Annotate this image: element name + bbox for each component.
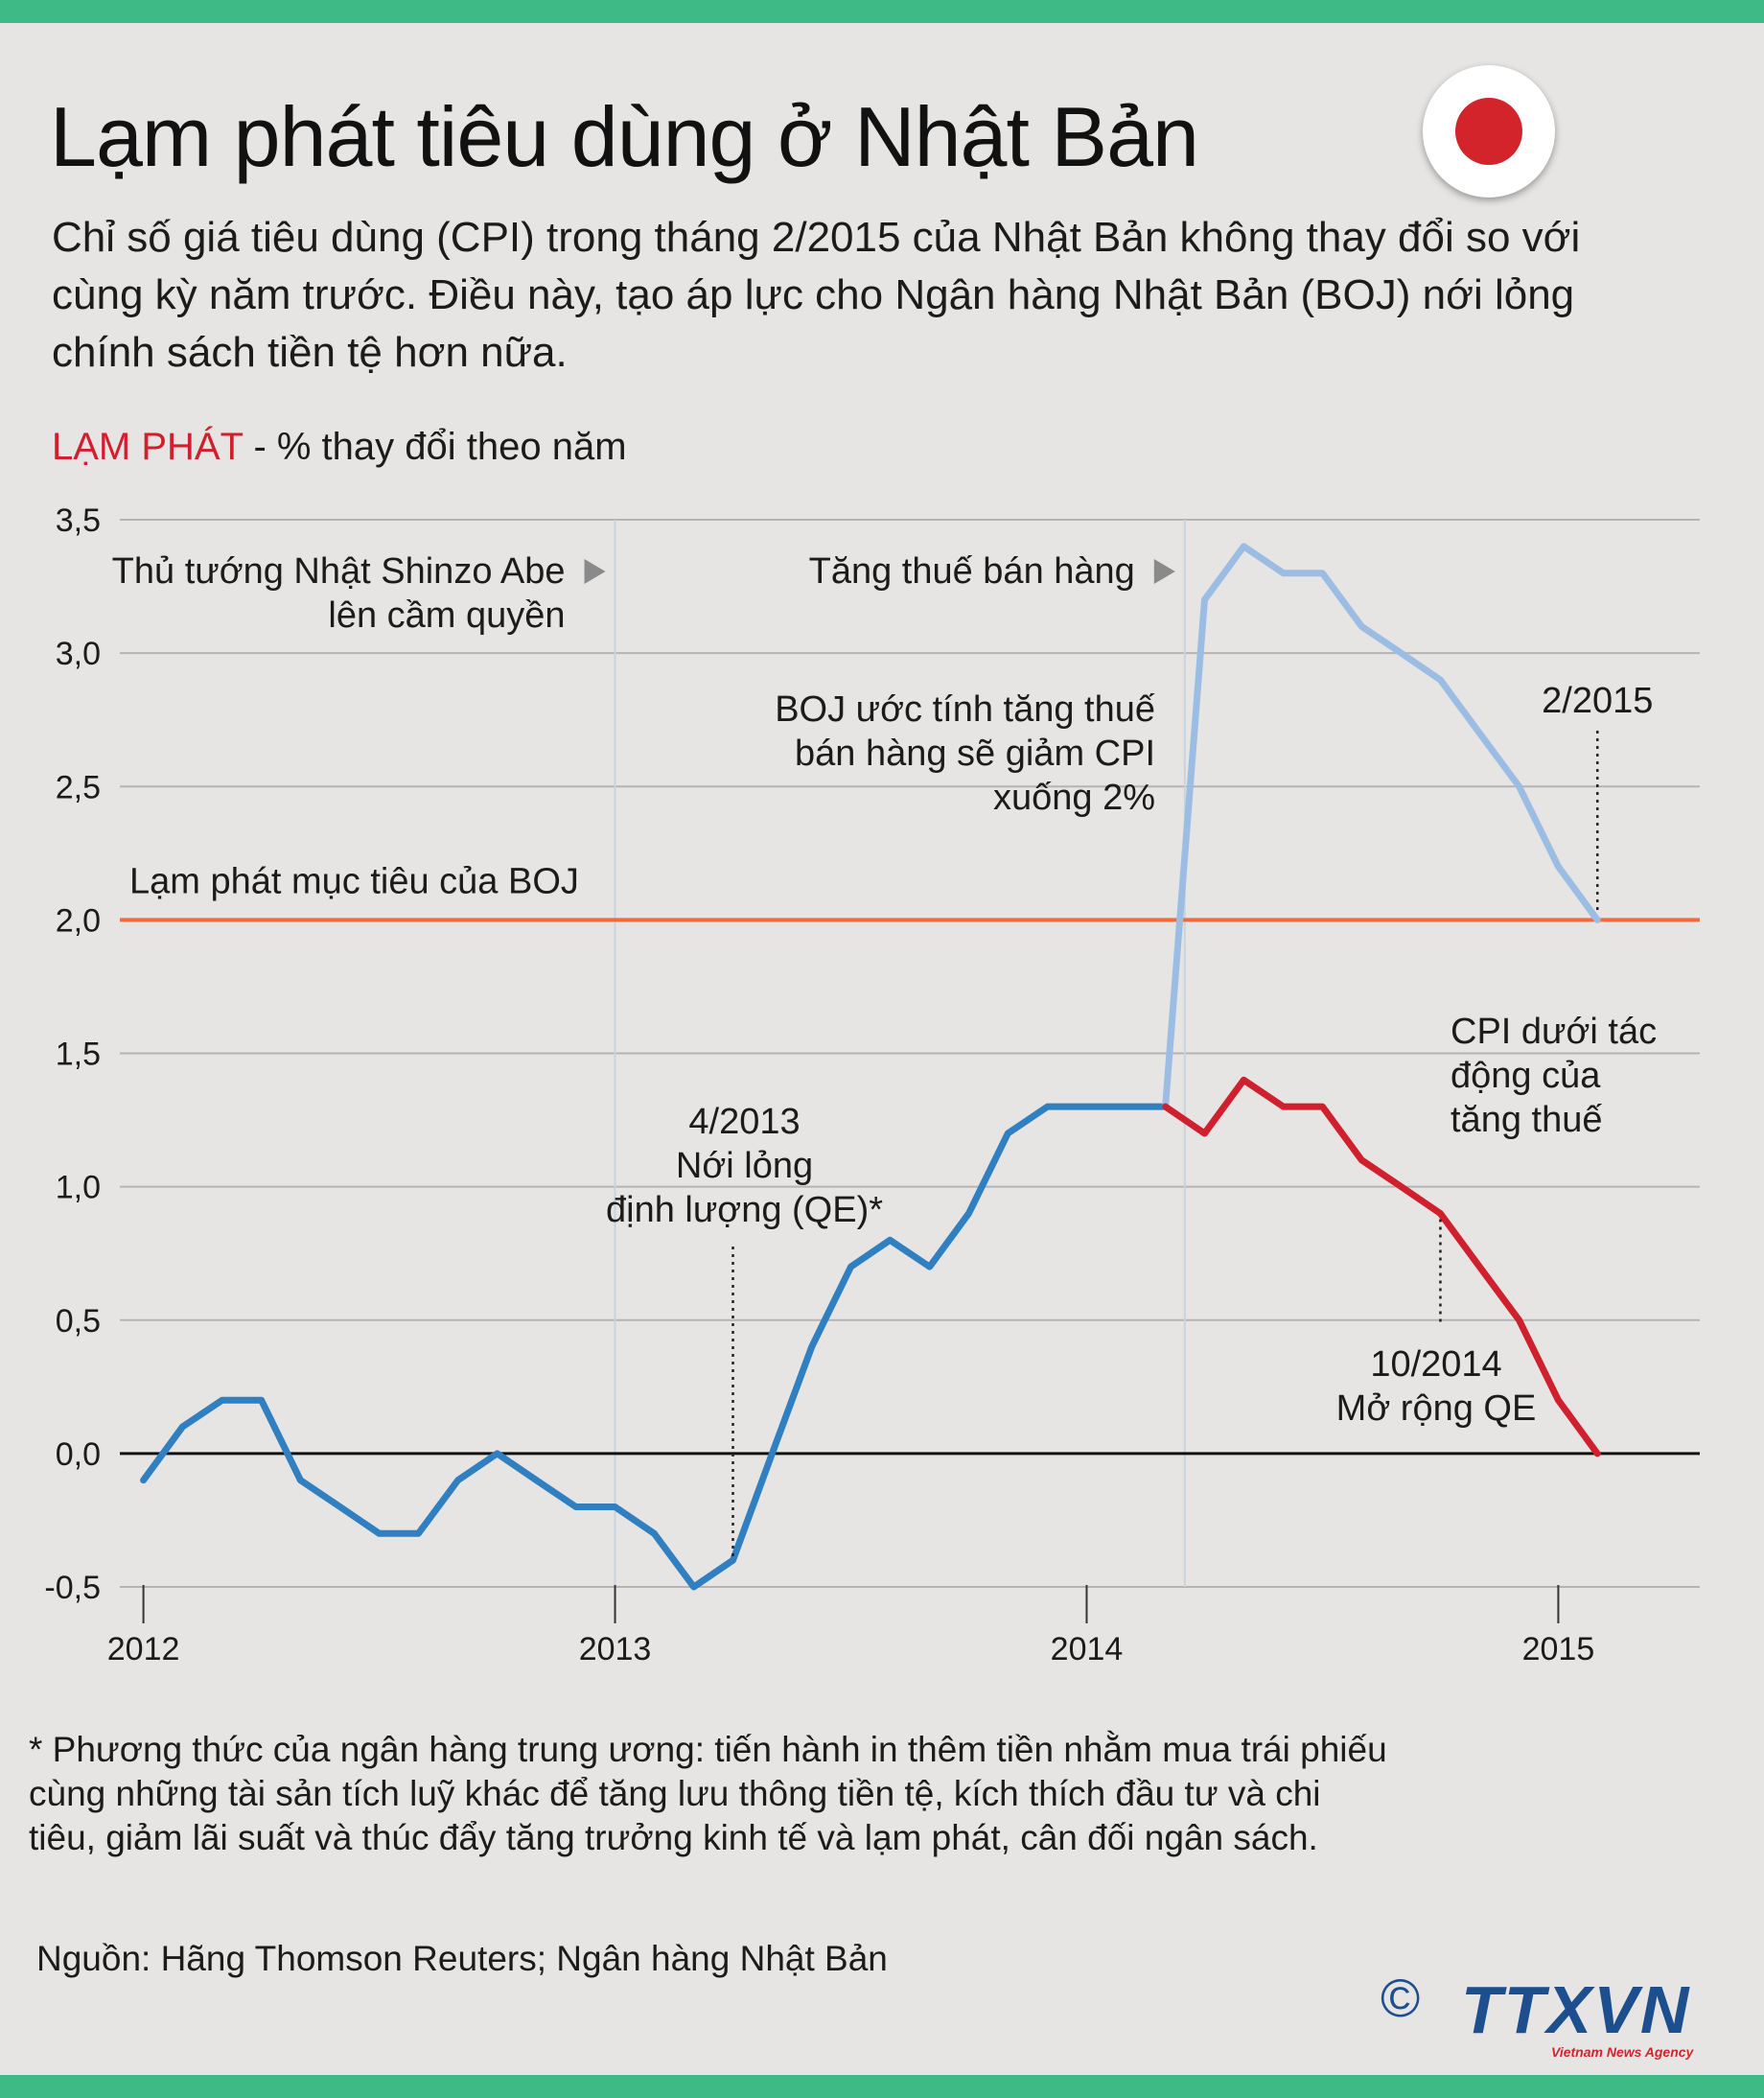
chart-unit-label: LẠM PHÁT - % thay đổi theo năm bbox=[52, 426, 627, 469]
annotation-qe: định lượng (QE)* bbox=[606, 1190, 883, 1230]
annotation-qe: 4/2013 bbox=[688, 1102, 800, 1142]
annotation-tax-effect: tăng thuế bbox=[1451, 1100, 1602, 1140]
flag-red-disc bbox=[1455, 98, 1522, 165]
x-tick-label: 2013 bbox=[579, 1631, 652, 1667]
arrow-right-icon bbox=[584, 559, 606, 584]
x-tick-label: 2012 bbox=[107, 1631, 180, 1667]
annotation-boj-estimate: BOJ ước tính tăng thuế bbox=[775, 689, 1155, 730]
series-line-cpi-without-tax bbox=[1162, 1076, 1601, 1457]
y-tick-label: 1,5 bbox=[56, 1037, 101, 1073]
footnote: * Phương thức của ngân hàng trung ương: … bbox=[29, 1730, 1387, 1857]
y-tick-label: 2,0 bbox=[56, 902, 101, 939]
page-title: Lạm phát tiêu dùng ở Nhật Bản bbox=[50, 89, 1199, 184]
bottom-accent-band bbox=[0, 2075, 1764, 2098]
annotation-boj-estimate: xuống 2% bbox=[993, 778, 1155, 818]
logo-wordmark: TTXVN bbox=[1461, 1972, 1691, 2047]
annotation-feb-2015: 2/2015 bbox=[1542, 681, 1653, 721]
event-label: Tăng thuế bán hàng bbox=[809, 551, 1135, 592]
top-accent-band bbox=[0, 0, 1764, 23]
target-line-label: Lạm phát mục tiêu của BOJ bbox=[129, 861, 579, 901]
chart-axes: -0,5 0,0 0,5 1,0 1,5 2,0 2,5 3,0 3,5 2012 2013 2014… bbox=[44, 502, 1700, 1667]
japan-flag-icon bbox=[1423, 65, 1555, 198]
unit-label-rest: - % thay đổi theo năm bbox=[243, 426, 627, 468]
y-tick-label: 2,5 bbox=[56, 769, 101, 805]
event-label: lên cầm quyền bbox=[328, 595, 565, 636]
unit-label-highlight: LẠM PHÁT bbox=[52, 426, 244, 468]
annotation-qe: Nới lỏng bbox=[676, 1146, 813, 1186]
copyright-icon: © bbox=[1381, 1968, 1421, 2028]
y-tick-label: 1,0 bbox=[56, 1170, 101, 1206]
y-tick-label: 3,0 bbox=[56, 636, 101, 672]
annotation-qe-expansion: 10/2014 bbox=[1370, 1344, 1501, 1385]
source-credit: Nguồn: Hãng Thomson Reuters; Ngân hàng N… bbox=[36, 1939, 888, 1978]
event-label: Thủ tướng Nhật Shinzo Abe bbox=[112, 551, 566, 592]
y-tick-label: -0,5 bbox=[44, 1570, 101, 1606]
annotation-boj-estimate: bán hàng sẽ giảm CPI bbox=[795, 734, 1155, 774]
ttxvn-logo: © TTXVN Vietnam News Agency bbox=[1381, 1970, 1726, 2065]
annotation-tax-effect: động của bbox=[1451, 1056, 1601, 1096]
y-tick-label: 0,5 bbox=[56, 1303, 101, 1340]
series-line-cpi bbox=[140, 1103, 1170, 1591]
series-line-cpi-with-tax bbox=[1162, 543, 1601, 1110]
chart-series bbox=[120, 543, 1700, 1591]
x-tick-label: 2015 bbox=[1522, 1631, 1595, 1667]
subtitle: Chỉ số giá tiêu dùng (CPI) trong tháng 2… bbox=[52, 214, 1581, 376]
arrow-right-icon bbox=[1153, 559, 1175, 584]
logo-tagline: Vietnam News Agency bbox=[1551, 2044, 1694, 2060]
y-tick-label: 3,5 bbox=[56, 502, 101, 539]
x-tick-label: 2014 bbox=[1051, 1631, 1124, 1667]
annotation-tax-effect: CPI dưới tác bbox=[1451, 1012, 1657, 1052]
annotation-qe-expansion: Mở rộng QE bbox=[1336, 1388, 1537, 1429]
y-tick-label: 0,0 bbox=[56, 1436, 101, 1473]
